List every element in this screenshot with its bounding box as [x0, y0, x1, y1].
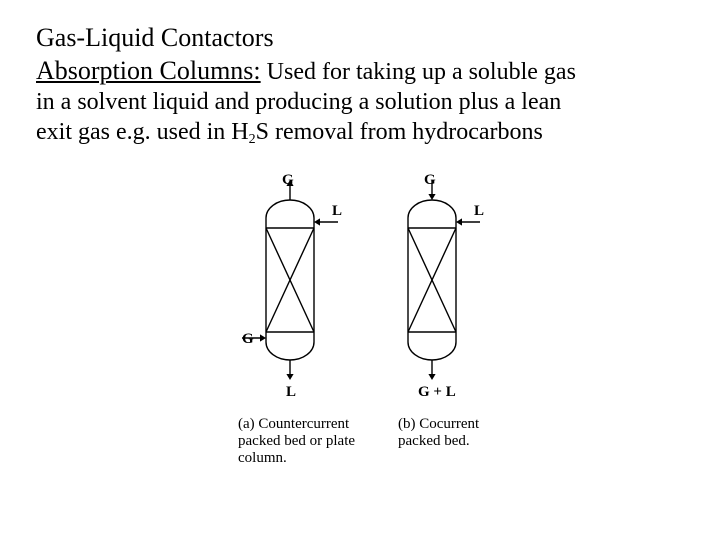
svg-text:column.: column.: [238, 450, 287, 466]
svg-text:G: G: [424, 172, 436, 188]
svg-text:G + L: G + L: [418, 384, 456, 400]
svg-text:packed bed.: packed bed.: [398, 433, 470, 449]
svg-text:packed bed or plate: packed bed or plate: [238, 433, 355, 449]
svg-text:L: L: [474, 203, 484, 219]
svg-text:G: G: [282, 172, 294, 188]
svg-text:(b) Cocurrent: (b) Cocurrent: [398, 416, 480, 432]
diagram-svg: G L G L (a) Countercurrentpacked bed or plat…: [0, 0, 720, 540]
svg-text:(a) Countercurrent: (a) Countercurrent: [238, 416, 350, 432]
svg-text:G: G: [242, 331, 254, 347]
svg-text:L: L: [332, 203, 342, 219]
svg-text:L: L: [286, 384, 296, 400]
